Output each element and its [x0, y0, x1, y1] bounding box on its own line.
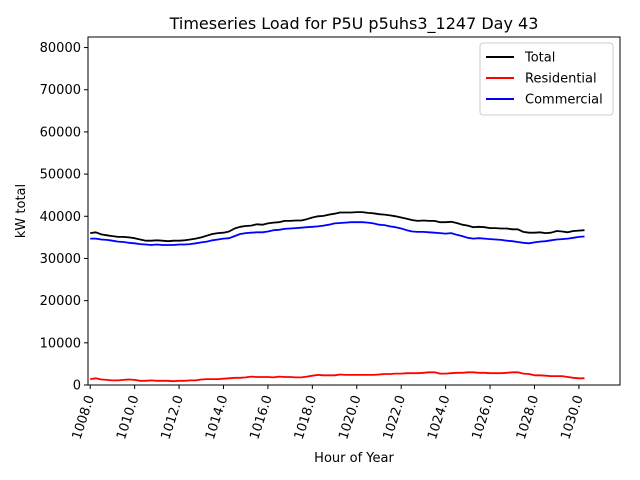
legend-label-commercial: Commercial — [525, 93, 603, 108]
y-tick-label: 30000 — [40, 252, 81, 267]
y-tick-label: 70000 — [40, 83, 81, 98]
y-tick-label: 50000 — [40, 168, 81, 183]
series-line-commercial — [90, 221, 585, 246]
y-axis-label: kW total — [14, 184, 29, 238]
plot-area — [87, 36, 621, 386]
y-axis: 0 10000 20000 30000 40000 50000 60000 70000 8000… — [40, 41, 88, 394]
legend-label-residential: Residential — [525, 72, 597, 87]
legend-label-total: Total — [524, 51, 555, 66]
y-tick-label: 20000 — [40, 294, 81, 309]
y-tick-label: 40000 — [40, 210, 81, 225]
y-tick-label: 80000 — [40, 41, 81, 56]
y-tick-label: 60000 — [40, 125, 81, 140]
x-axis-label: Hour of Year — [314, 451, 394, 466]
series-layer — [90, 211, 585, 383]
y-tick-label: 0 — [73, 379, 81, 394]
y-tick-label: 10000 — [40, 336, 81, 351]
axes-frame — [87, 36, 621, 386]
legend-box — [479, 42, 614, 116]
series-line-total — [90, 211, 585, 243]
chart-title: Timeseries Load for P5U p5uhs3_1247 Day … — [169, 14, 539, 34]
legend: Total Residential Commercial — [479, 42, 614, 116]
series-line-residential — [90, 371, 585, 383]
